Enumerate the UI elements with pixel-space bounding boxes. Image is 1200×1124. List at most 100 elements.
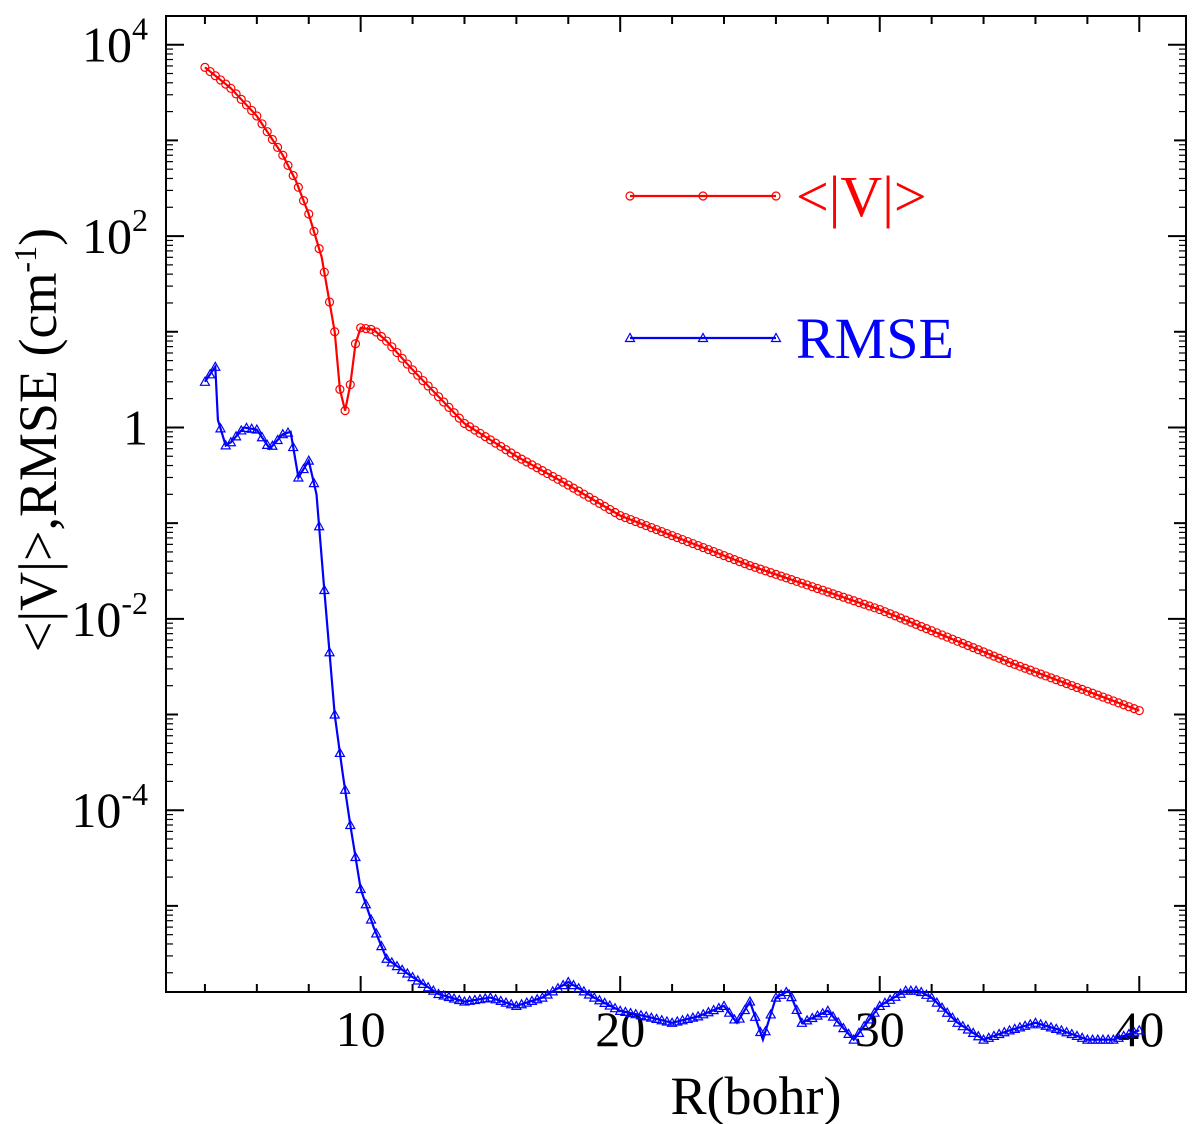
data-point [973,645,983,655]
data-point [662,528,672,539]
data-point [926,991,938,1002]
data-point [1076,1032,1088,1042]
data-point [972,1030,984,1041]
data-point [739,1004,751,1015]
data-point [833,590,843,601]
data-point [443,991,455,1002]
data-point [822,1005,834,1015]
data-point [309,226,319,236]
data-point [880,607,890,617]
data-point [423,381,433,391]
data-point [453,994,465,1005]
y-tick-label-base: 10 [71,782,121,838]
data-point [1056,677,1067,687]
data-point [864,601,874,611]
data-point [651,1013,663,1024]
data-point [780,986,792,997]
data-point [786,575,797,585]
data-point [563,480,573,490]
data-point [568,483,579,493]
data-point [920,989,932,999]
data-point [953,636,963,646]
data-point [698,542,708,553]
data-point [371,327,381,337]
data-point [688,538,698,549]
data-point [553,474,563,484]
data-point [854,597,864,608]
data-point [330,327,340,337]
data-point [775,989,787,999]
data-point [931,996,943,1007]
data-point [396,964,408,974]
data-point [536,991,548,1002]
data-point [1133,1024,1145,1035]
data-point [262,127,272,137]
data-point [625,1007,637,1018]
data-point [365,913,377,924]
data-point [1082,686,1092,696]
data-point [853,1027,865,1038]
legend-marker [770,332,782,343]
data-point [288,170,298,181]
data-point [1108,696,1118,706]
data-point [567,979,580,990]
data-point [308,477,320,488]
data-point [583,988,595,999]
data-point [335,384,345,394]
data-point [1036,669,1046,679]
data-point [667,530,677,541]
data-point [645,1011,657,1022]
data-point [1025,665,1035,675]
data-point [261,439,273,449]
data-point [1004,657,1015,668]
data-point [942,632,952,642]
data-point [375,940,387,951]
data-point [906,617,916,627]
data-point [770,991,782,1002]
data-point [1010,659,1020,669]
data-point [875,604,885,615]
data-point [313,520,325,531]
data-point [760,1025,772,1036]
data-point [879,997,891,1007]
data-point [905,984,917,995]
data-point [547,985,559,996]
data-point [344,819,356,830]
data-point [558,477,568,487]
data-point [574,486,584,496]
y-axis-title-end: ) [8,228,68,246]
data-point [500,996,512,1007]
data-point [278,150,288,160]
legend-marker [624,332,636,343]
data-point [781,573,791,583]
legend-entry: <|V|> [625,164,927,229]
data-point [516,454,527,464]
data-point [631,516,641,527]
data-point [941,1006,953,1017]
data-point [292,471,304,482]
data-point [1041,671,1051,681]
data-point [734,556,745,567]
data-point [448,992,460,1003]
y-tick-label-base: 10 [82,17,132,73]
data-point [256,431,268,442]
data-point [936,1001,948,1012]
y-tick-label-exponent: 2 [132,202,148,238]
data-point [848,1033,860,1044]
data-point [594,498,605,508]
data-point [750,562,760,572]
data-point [370,927,382,938]
data-point [542,468,553,479]
y-tick-label-exponent: -4 [121,776,148,812]
data-point [484,991,496,1002]
data-point [641,520,651,531]
data-point [230,430,242,441]
data-point [614,1005,626,1015]
data-point [740,558,750,569]
data-point [386,956,398,967]
data-point [314,244,324,254]
data-point [849,596,859,606]
data-point [832,1016,844,1027]
data-point [1062,679,1072,689]
